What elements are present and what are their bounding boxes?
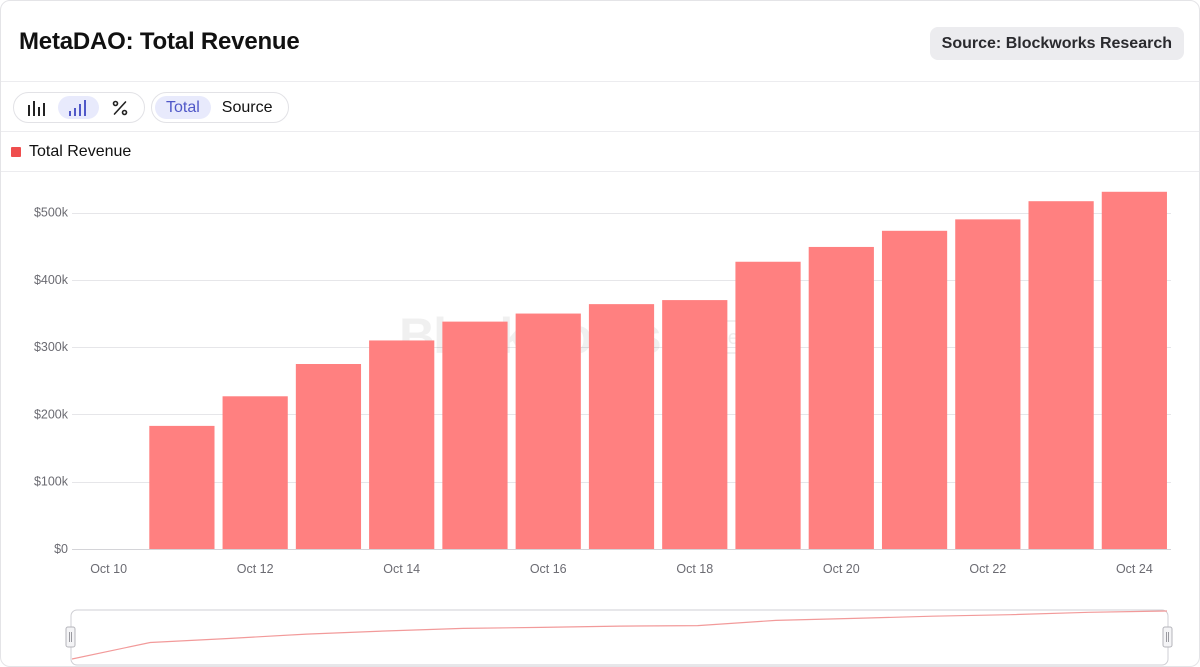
y-axis-labels: $0 $100k $200k $300k $400k $500k <box>34 206 69 556</box>
cumulative-bar-chart-button[interactable] <box>58 96 99 119</box>
bar[interactable] <box>662 300 728 549</box>
bar-chart: Blockworks Research $0$100k$200k$300k$40… <box>34 191 1171 576</box>
bar-chart-icon <box>28 100 46 116</box>
percent-button[interactable] <box>100 96 140 119</box>
percent-icon <box>112 100 128 115</box>
y-tick-label: $300k <box>34 340 69 354</box>
y-tick-label: $500k <box>34 206 69 220</box>
cumulative-bar-chart-icon <box>69 99 87 116</box>
bar[interactable] <box>955 219 1021 550</box>
bar[interactable] <box>808 246 874 549</box>
bar[interactable] <box>369 340 435 549</box>
legend-label[interactable]: Total Revenue <box>29 143 132 160</box>
y-tick-label: $400k <box>34 273 69 287</box>
x-tick-label: Oct 22 <box>969 562 1006 576</box>
bar[interactable] <box>1101 191 1167 549</box>
chart-mode-group <box>13 92 145 123</box>
x-tick-label: Oct 12 <box>237 562 274 576</box>
bar[interactable] <box>735 261 801 549</box>
source-badge: Source: Blockworks Research <box>929 27 1184 60</box>
bar[interactable] <box>295 364 362 549</box>
breakdown-tabs: Total Source <box>151 92 289 123</box>
tab-total[interactable]: Total <box>155 96 211 119</box>
x-tick-label: Oct 24 <box>1116 562 1153 576</box>
bar[interactable] <box>1028 201 1094 549</box>
bar-chart-button[interactable] <box>17 96 57 119</box>
y-tick-label: $0 <box>54 542 68 556</box>
y-tick-label: $200k <box>34 407 69 421</box>
legend: Total Revenue <box>1 132 1199 172</box>
y-tick-label: $100k <box>34 475 69 489</box>
navigator-handle-right[interactable] <box>1162 626 1173 648</box>
navigator-handle-left[interactable] <box>65 626 76 648</box>
x-axis-labels: Oct 10 Oct 12 Oct 14 Oct 16 Oct 18 Oct 20 Oct … <box>90 562 1153 576</box>
x-tick-label: Oct 18 <box>676 562 713 576</box>
chart-header: MetaDAO: Total Revenue Source: Blockwork… <box>1 1 1199 82</box>
range-navigator[interactable] <box>1 601 1200 667</box>
tab-source[interactable]: Source <box>221 99 273 116</box>
x-tick-label: Oct 14 <box>383 562 420 576</box>
navigator-line <box>71 610 1168 660</box>
bar[interactable] <box>222 396 288 549</box>
chart-title: MetaDAO: Total Revenue <box>19 28 300 55</box>
bar[interactable] <box>515 313 581 549</box>
x-tick-label: Oct 20 <box>823 562 860 576</box>
bar[interactable] <box>442 321 508 549</box>
bar[interactable] <box>881 230 948 550</box>
x-tick-label: Oct 10 <box>90 562 127 576</box>
bar[interactable] <box>149 425 215 549</box>
legend-swatch[interactable] <box>11 147 21 157</box>
bars <box>149 191 1167 550</box>
x-tick-label: Oct 16 <box>530 562 567 576</box>
bar[interactable] <box>588 304 655 549</box>
chart-toolbar: Total Source <box>1 82 1199 132</box>
